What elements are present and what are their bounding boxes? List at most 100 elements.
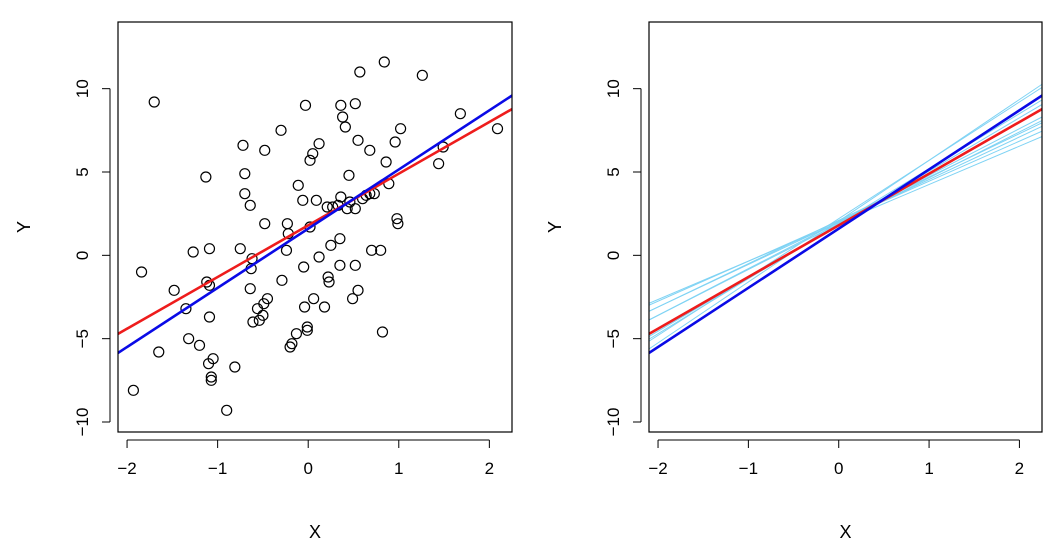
x-tick-label: 1	[394, 459, 403, 478]
data-point	[239, 168, 251, 180]
data-point	[297, 194, 309, 206]
data-point	[352, 134, 364, 146]
data-point	[313, 251, 325, 263]
x-tick-label: −1	[739, 459, 758, 478]
data-point	[205, 374, 217, 386]
data-point	[180, 303, 192, 315]
fit-line	[118, 107, 512, 336]
y-tick-label: 0	[604, 251, 623, 260]
data-point	[301, 324, 313, 336]
data-point	[276, 274, 288, 286]
data-point	[299, 99, 312, 111]
y-tick-label: −10	[604, 408, 623, 437]
data-point	[321, 201, 333, 213]
data-point	[307, 148, 319, 160]
y-tick-label: −5	[604, 329, 623, 348]
data-point	[239, 188, 251, 200]
y-axis: −10 −5 0 5 10 Y	[545, 79, 642, 437]
x-tick-label: 1	[924, 459, 933, 478]
data-point	[334, 233, 346, 245]
data-point	[313, 138, 325, 150]
data-point	[318, 301, 331, 313]
data-point	[247, 316, 259, 328]
data-point	[325, 239, 337, 251]
data-point	[491, 123, 504, 135]
plot-frame	[648, 21, 1043, 433]
data-point	[135, 266, 148, 278]
data-point	[310, 194, 322, 206]
y-axis: −10 −5 0 5 10 Y	[14, 79, 111, 437]
x-tick-label: −1	[208, 459, 227, 478]
data-point	[376, 326, 389, 338]
data-point	[343, 169, 355, 181]
fit-line	[649, 93, 1042, 355]
data-point	[334, 259, 346, 271]
y-tick-label: 10	[73, 79, 92, 98]
data-point	[221, 404, 233, 416]
data-point	[389, 136, 401, 148]
x-tick-label: −2	[648, 459, 667, 478]
data-point	[237, 139, 249, 151]
y-tick-label: −5	[73, 329, 92, 348]
data-point	[301, 321, 313, 333]
data-point	[335, 191, 347, 203]
data-point	[416, 69, 428, 81]
data-point	[339, 121, 351, 133]
data-point	[375, 244, 387, 256]
x-axis-title: X	[309, 522, 321, 542]
data-point	[200, 171, 212, 183]
x-tick-label: −2	[117, 459, 136, 478]
data-point	[187, 246, 199, 258]
x-axis-title: X	[839, 522, 851, 542]
x-tick-label: 2	[485, 459, 494, 478]
data-point	[322, 271, 334, 283]
data-point	[201, 276, 213, 288]
data-point	[323, 276, 335, 288]
plot-frame	[117, 21, 513, 433]
data-point	[148, 96, 160, 108]
data-point	[380, 156, 392, 168]
x-tick-label: 2	[1015, 459, 1024, 478]
data-point	[244, 199, 256, 211]
data-point	[286, 338, 298, 350]
data-point	[391, 213, 403, 225]
x-tick-label: 0	[834, 459, 843, 478]
data-point	[454, 108, 466, 120]
data-point	[394, 123, 407, 135]
data-point	[292, 179, 304, 191]
data-point	[364, 144, 376, 156]
data-point	[275, 124, 287, 136]
data-point	[280, 244, 293, 256]
data-point	[290, 328, 303, 340]
data-point	[246, 253, 258, 265]
regression-lines	[118, 93, 512, 355]
x-axis: −2 −1 0 1 2 X	[648, 439, 1024, 542]
data-point	[207, 353, 219, 365]
data-point	[378, 56, 390, 68]
y-tick-label: 10	[604, 79, 623, 98]
data-point	[298, 261, 310, 273]
regression-lines	[649, 83, 1042, 355]
data-point	[234, 243, 246, 255]
fit-line	[118, 93, 512, 355]
data-point	[259, 144, 271, 156]
y-tick-label: −10	[73, 408, 92, 437]
data-point	[346, 293, 359, 305]
data-point	[349, 259, 361, 271]
data-point	[335, 99, 347, 111]
data-point	[344, 196, 356, 208]
data-point	[168, 284, 180, 296]
data-point	[259, 218, 271, 230]
data-point	[366, 244, 378, 256]
data-point	[298, 301, 311, 313]
data-point	[183, 333, 195, 345]
data-point	[304, 154, 316, 166]
data-point	[203, 243, 216, 255]
data-point	[153, 346, 165, 358]
x-tick-label: 0	[303, 459, 312, 478]
y-tick-label: 5	[73, 167, 92, 176]
data-point	[251, 303, 264, 315]
data-point	[205, 371, 217, 383]
